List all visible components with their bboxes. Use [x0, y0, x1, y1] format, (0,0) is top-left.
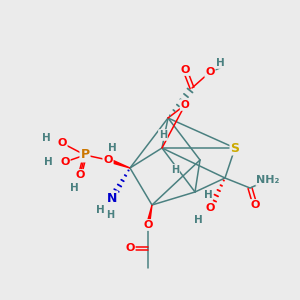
Text: O: O: [125, 243, 135, 253]
Text: H: H: [70, 183, 78, 193]
Text: H: H: [44, 157, 52, 167]
Text: H: H: [42, 133, 50, 143]
Text: H: H: [194, 215, 202, 225]
Text: H: H: [106, 210, 114, 220]
Text: H: H: [159, 130, 167, 140]
Text: O: O: [250, 200, 260, 210]
Text: O: O: [75, 170, 85, 180]
Text: P: P: [80, 148, 90, 161]
Text: O: O: [205, 67, 215, 77]
Text: O: O: [143, 220, 153, 230]
Text: N: N: [107, 191, 117, 205]
Text: H: H: [108, 143, 116, 153]
Text: NH₂: NH₂: [256, 175, 280, 185]
Text: O: O: [60, 157, 70, 167]
Text: O: O: [57, 138, 67, 148]
Text: O: O: [205, 203, 215, 213]
Text: H: H: [96, 205, 104, 215]
Text: O: O: [181, 100, 189, 110]
Text: H: H: [216, 58, 224, 68]
Text: O: O: [180, 65, 190, 75]
Text: H: H: [171, 165, 179, 175]
Polygon shape: [146, 205, 152, 225]
Text: O: O: [103, 155, 113, 165]
Polygon shape: [107, 158, 130, 168]
Text: H: H: [204, 190, 212, 200]
Text: S: S: [230, 142, 239, 154]
